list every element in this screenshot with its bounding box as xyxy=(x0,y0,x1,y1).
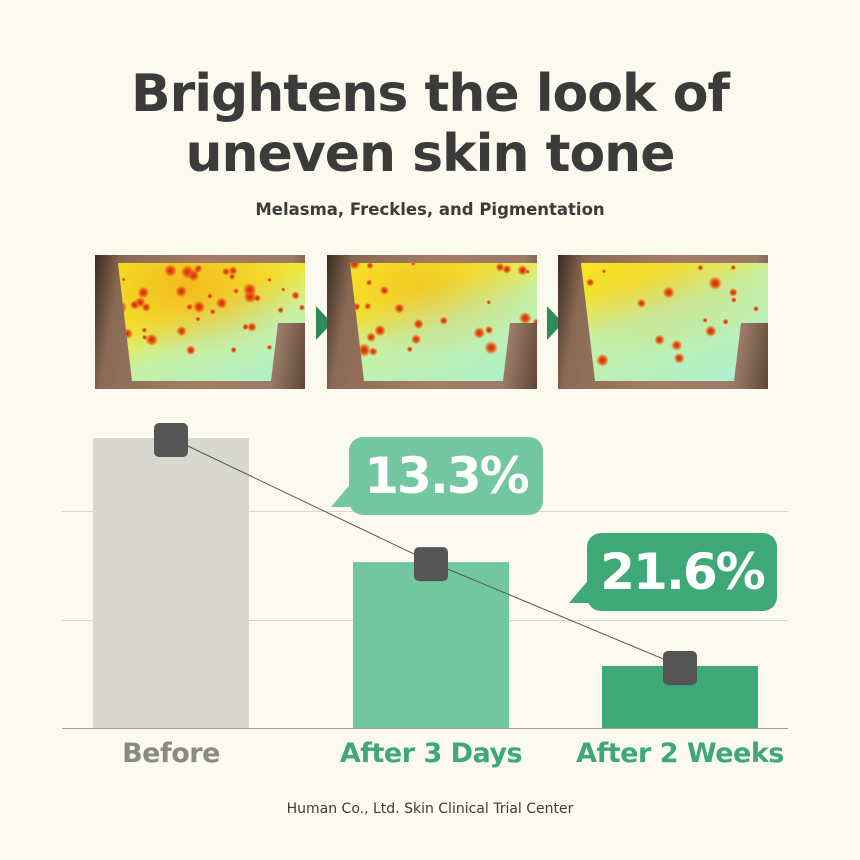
category-label-after-2-weeks: After 2 Weeks xyxy=(576,738,784,769)
callout-after-3-days: 13.3% xyxy=(331,437,543,515)
after-2-weeks-photo xyxy=(558,255,768,389)
title-line-2: uneven skin tone xyxy=(185,124,676,184)
after-3-days-photo xyxy=(327,255,537,389)
category-label-after-3-days: After 3 Days xyxy=(339,738,523,769)
before-photo xyxy=(95,255,305,389)
source-footnote: Human Co., Ltd. Skin Clinical Trial Cent… xyxy=(286,801,574,817)
callout-after-2-weeks: 21.6% xyxy=(569,533,777,611)
data-marker xyxy=(414,547,448,582)
subtitle: Melasma, Freckles, and Pigmentation xyxy=(255,200,605,219)
bar-after-3-days xyxy=(353,562,509,728)
data-marker xyxy=(154,423,188,457)
bar-before xyxy=(93,438,249,728)
category-label-before: Before xyxy=(122,738,220,769)
data-marker xyxy=(663,650,697,685)
x-axis xyxy=(62,728,788,729)
title-line-1: Brightens the look of xyxy=(130,64,730,124)
